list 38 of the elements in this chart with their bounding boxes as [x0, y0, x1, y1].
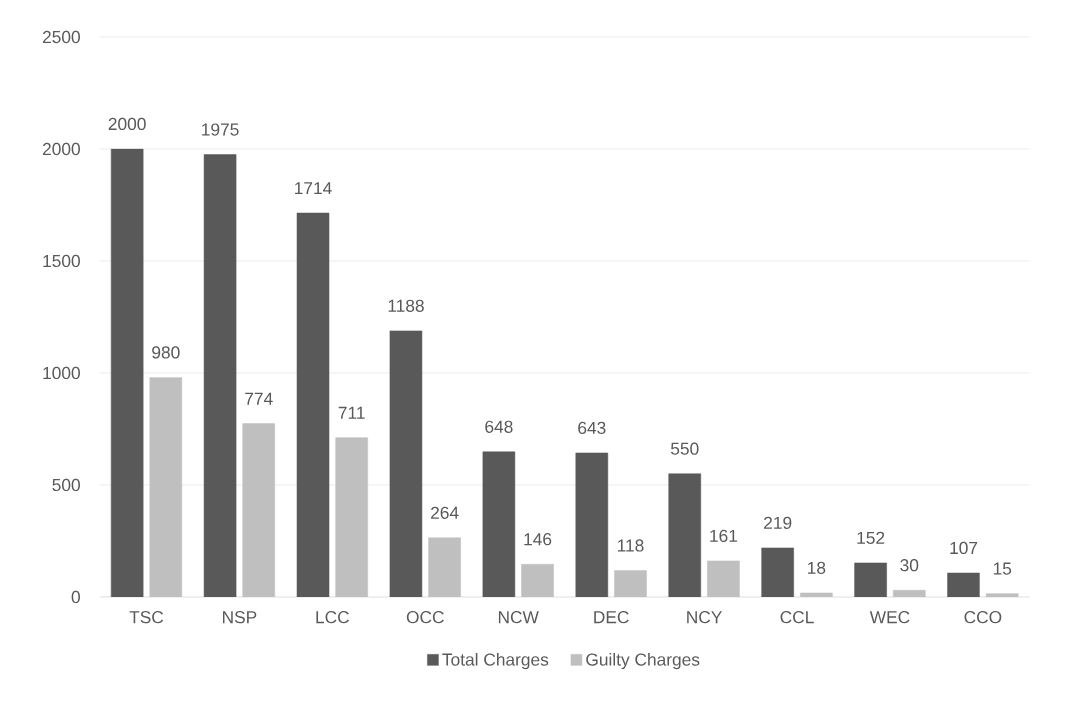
x-tick-label: LCC [316, 611, 350, 624]
data-label: 643 [578, 421, 606, 435]
data-label: 2000 [108, 117, 146, 131]
data-label: 711 [338, 406, 365, 419]
x-tick-label: DEC [594, 611, 629, 624]
data-label: 648 [485, 420, 513, 433]
x-tick-label: NCW [498, 611, 539, 624]
x-tick-label: OCC [406, 611, 444, 624]
data-label: 219 [764, 516, 792, 529]
x-tick-label: TSC [129, 611, 164, 624]
data-label: 1188 [388, 299, 424, 312]
y-tick-label: 2500 [42, 30, 80, 44]
data-label: 774 [245, 392, 273, 405]
data-label: 152 [857, 531, 885, 544]
y-tick-label: 500 [52, 478, 80, 492]
data-label: 980 [152, 346, 180, 359]
x-tick-label: NCY [687, 611, 722, 624]
data-label: 1714 [295, 182, 332, 195]
data-label: 107 [950, 541, 978, 555]
data-label: 118 [617, 539, 644, 552]
data-label: 264 [431, 506, 459, 519]
y-tick-label: 1000 [43, 366, 80, 380]
data-label: 146 [524, 533, 552, 546]
data-label: 161 [710, 529, 738, 542]
data-label: 18 [808, 561, 826, 575]
data-label: 1975 [202, 123, 239, 136]
legend-label: Guilty Charges [586, 652, 700, 670]
y-tick-label: 1500 [43, 254, 80, 268]
data-label: 550 [670, 442, 699, 455]
x-tick-label: WEC [869, 611, 910, 624]
data-label: 30 [900, 559, 919, 572]
y-tick-label: 2000 [42, 142, 80, 156]
legend-label: Total Charges [442, 652, 549, 670]
x-tick-label: NSP [223, 611, 257, 624]
y-tick-label: 0 [71, 590, 80, 604]
x-tick-label: CCL [780, 611, 814, 624]
data-label: 15 [993, 562, 1012, 575]
x-tick-label: CCO [964, 611, 1002, 624]
